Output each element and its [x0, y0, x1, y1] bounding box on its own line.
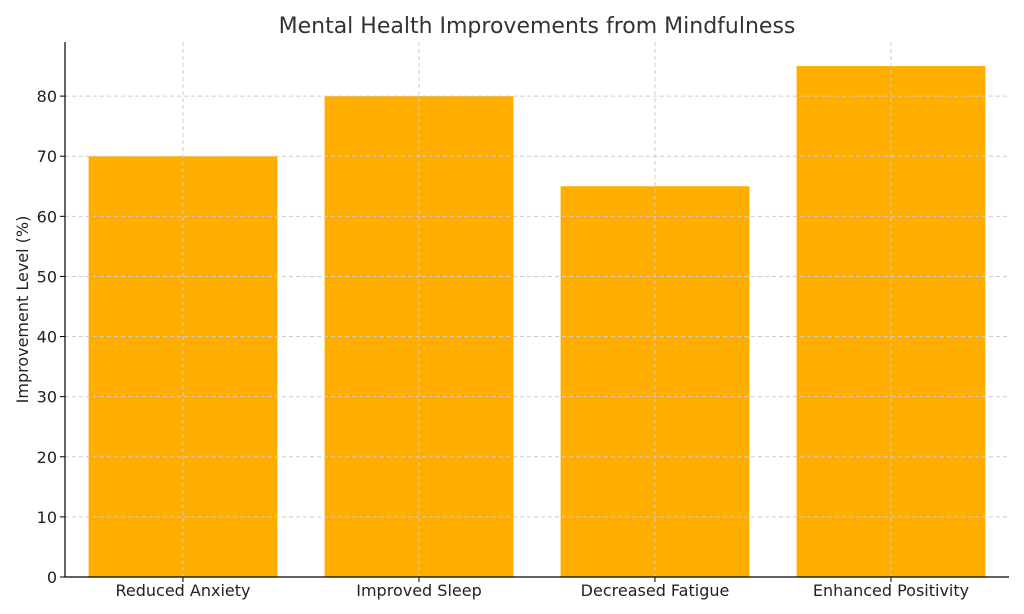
y-tick-label: 60 — [37, 207, 57, 226]
x-axis-ticks: Reduced Anxiety Improved Sleep Decreased F… — [115, 577, 969, 600]
y-tick-label: 40 — [37, 328, 57, 347]
chart-title: Mental Health Improvements from Mindfuln… — [279, 14, 796, 39]
y-tick-label: 30 — [37, 388, 57, 407]
y-tick-label: 10 — [37, 508, 57, 527]
x-tick-label: Improved Sleep — [356, 581, 481, 600]
y-tick-label: 70 — [37, 147, 57, 166]
y-tick-label: 20 — [37, 448, 57, 467]
y-tick-label: 0 — [47, 568, 57, 587]
y-axis-ticks: 0 10 20 30 40 50 60 70 80 — [37, 87, 65, 587]
axes — [64, 42, 1009, 578]
y-tick-label: 80 — [37, 87, 57, 106]
grid-lines-overlay — [65, 42, 1009, 577]
bars — [88, 66, 986, 578]
x-tick-label: Reduced Anxiety — [115, 581, 250, 600]
y-axis-title: Improvement Level (%) — [13, 216, 32, 404]
x-tick-label: Decreased Fatigue — [581, 581, 730, 600]
y-tick-label: 50 — [37, 267, 57, 286]
x-tick-label: Enhanced Positivity — [813, 581, 969, 600]
